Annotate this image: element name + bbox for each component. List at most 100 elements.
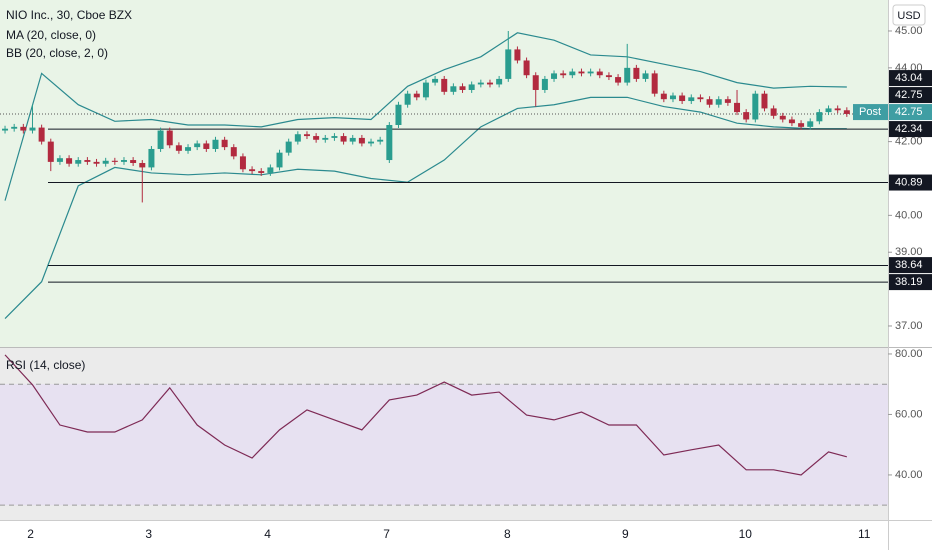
post-tag-box [853, 104, 888, 121]
y-tick-label: 45.00 [895, 25, 923, 37]
candle-body [532, 75, 539, 90]
candle-body [834, 108, 841, 111]
candle-body [166, 130, 173, 146]
price-label: 42.75 [895, 89, 923, 101]
candle-body [56, 158, 63, 162]
candle-body [66, 158, 73, 164]
candle-body [816, 112, 823, 122]
candle-body [230, 147, 237, 157]
candle-body [779, 115, 786, 120]
candle-body [185, 147, 192, 151]
candle-body [486, 82, 493, 85]
candle-body [569, 71, 576, 76]
candle-body [551, 73, 558, 79]
candle-body [203, 143, 210, 149]
price-label: 42.34 [895, 123, 923, 135]
candle-body [669, 95, 676, 100]
candle-body [752, 93, 759, 120]
currency-button[interactable] [892, 4, 926, 26]
y-tick-label: 60.00 [895, 408, 923, 420]
candle-body [770, 108, 777, 116]
rsi-title: RSI (14, close) [6, 358, 85, 372]
bollinger-band [4, 96, 847, 320]
candle-body [743, 112, 750, 120]
candle-body [605, 75, 612, 78]
candle-body [596, 71, 603, 76]
candle-body [38, 127, 45, 142]
candle-body [102, 160, 109, 164]
candle-body [331, 136, 338, 138]
bollinger-band [4, 32, 847, 201]
candle-body [93, 161, 100, 164]
candle-body [615, 77, 622, 83]
candle-body [541, 78, 548, 90]
rsi-band [0, 384, 888, 506]
candle-body [75, 160, 82, 164]
price-label: 38.19 [895, 276, 923, 288]
x-tick-label: 8 [504, 527, 511, 541]
candle-body [340, 136, 347, 142]
x-tick-label: 3 [145, 527, 152, 541]
candle-body [11, 126, 18, 129]
indicator-label: BB (20, close, 2, 0) [6, 46, 108, 60]
candle-body [404, 93, 411, 105]
price-label-box [889, 274, 932, 291]
y-tick-label: 37.00 [895, 320, 923, 332]
currency[interactable]: USD [897, 10, 920, 22]
candle-body [450, 86, 457, 92]
candle-body [175, 145, 182, 151]
candle-body [514, 49, 521, 61]
candle-body [788, 119, 795, 124]
candle-body [139, 162, 146, 168]
candle-body [422, 82, 429, 98]
x-tick-label: 7 [383, 527, 390, 541]
price-label-box [889, 70, 932, 87]
candle-body [157, 130, 164, 149]
candle-body [130, 160, 137, 163]
y-tick-label: 80.00 [895, 348, 923, 360]
candle-body [560, 73, 567, 76]
candle-body [386, 125, 393, 161]
x-tick-label: 4 [264, 527, 271, 541]
rsi-line [4, 354, 847, 476]
price-label: 38.64 [895, 259, 923, 271]
candle-body [432, 78, 439, 83]
indicator-label: MA (20, close, 0) [6, 28, 96, 42]
price-label: 43.04 [895, 72, 923, 84]
x-tick-label: 11 [858, 527, 871, 541]
candle-body [194, 143, 201, 148]
candle-body [285, 141, 292, 153]
y-tick-label: 39.00 [895, 246, 923, 258]
candle-body [505, 49, 512, 79]
candle-body [624, 67, 631, 83]
candle-body [294, 134, 301, 142]
price-label-box [889, 87, 932, 104]
chart-title: NIO Inc., 30, Cboe BZX [6, 8, 132, 22]
candle-body [413, 93, 420, 98]
candle-body [148, 148, 155, 168]
candle-body [724, 99, 731, 103]
x-tick-label: 2 [27, 527, 34, 541]
candle-body [84, 160, 91, 162]
price-label: 42.75 [895, 106, 923, 118]
post-tag: Post [859, 106, 881, 118]
candle-body [660, 93, 667, 100]
x-tick-label: 9 [622, 527, 629, 541]
candle-body [358, 137, 365, 144]
candle-body [477, 82, 484, 85]
price-label-box [889, 104, 932, 121]
candle-body [688, 97, 695, 102]
price-label-box [889, 174, 932, 191]
candle-body [267, 167, 274, 173]
candle-body [807, 121, 814, 127]
candle-body [523, 60, 530, 76]
candle-body [715, 99, 722, 105]
candle-body [377, 139, 384, 142]
candle-body [496, 78, 503, 85]
candle-body [120, 160, 127, 162]
candle-body [276, 152, 283, 168]
candle-body [29, 127, 36, 131]
candle-body [633, 67, 640, 79]
candle-body [313, 136, 320, 140]
x-tick-label: 10 [739, 527, 753, 541]
